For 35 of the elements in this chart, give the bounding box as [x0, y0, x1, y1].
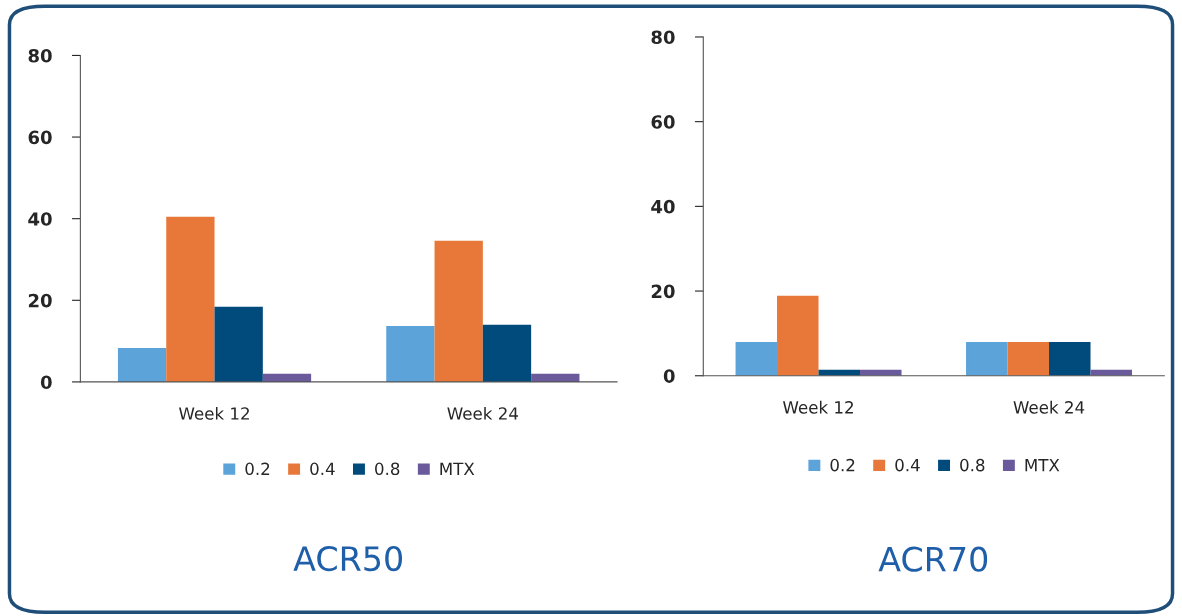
bar — [482, 324, 532, 382]
text: ACR70 — [878, 546, 988, 572]
y-tick-label: 40 — [651, 199, 675, 214]
y-tick-label: 80 — [651, 30, 675, 45]
legend-label: 0.4 — [310, 462, 335, 476]
legend-label: MTX — [440, 462, 475, 475]
bar — [1049, 341, 1091, 376]
legend-label: 0.8 — [960, 458, 985, 472]
legend-label: MTX — [1025, 459, 1060, 472]
y-tick-label: 60 — [28, 130, 52, 145]
y-tick-label: 40 — [28, 212, 52, 226]
bar — [386, 326, 435, 382]
text: ACR50 — [293, 545, 403, 572]
x-tick-label: Week 24 — [1013, 400, 1085, 414]
y-tick-label: 0 — [40, 375, 52, 390]
y-tick-label: 20 — [28, 293, 52, 308]
legend-label: 0.4 — [895, 458, 920, 472]
y-tick-label: 0 — [663, 369, 675, 383]
bar — [214, 306, 263, 382]
x-tick-label: Week 12 — [179, 406, 249, 420]
legend-label: 0.2 — [245, 462, 270, 476]
bar — [735, 341, 778, 376]
y-tick-label: 60 — [651, 115, 675, 129]
legend-label: 0.2 — [830, 458, 855, 472]
y-tick-label: 80 — [28, 48, 52, 63]
bar — [1007, 341, 1050, 376]
bar — [117, 348, 167, 382]
legend-label: 0.8 — [375, 462, 400, 476]
x-tick-label: Week 24 — [447, 406, 518, 420]
bar — [777, 295, 819, 376]
y-tick-label: 20 — [651, 284, 675, 299]
x-tick-label: Week 12 — [783, 400, 853, 414]
bar — [434, 240, 483, 382]
bar — [966, 341, 1008, 376]
bar — [166, 216, 215, 382]
